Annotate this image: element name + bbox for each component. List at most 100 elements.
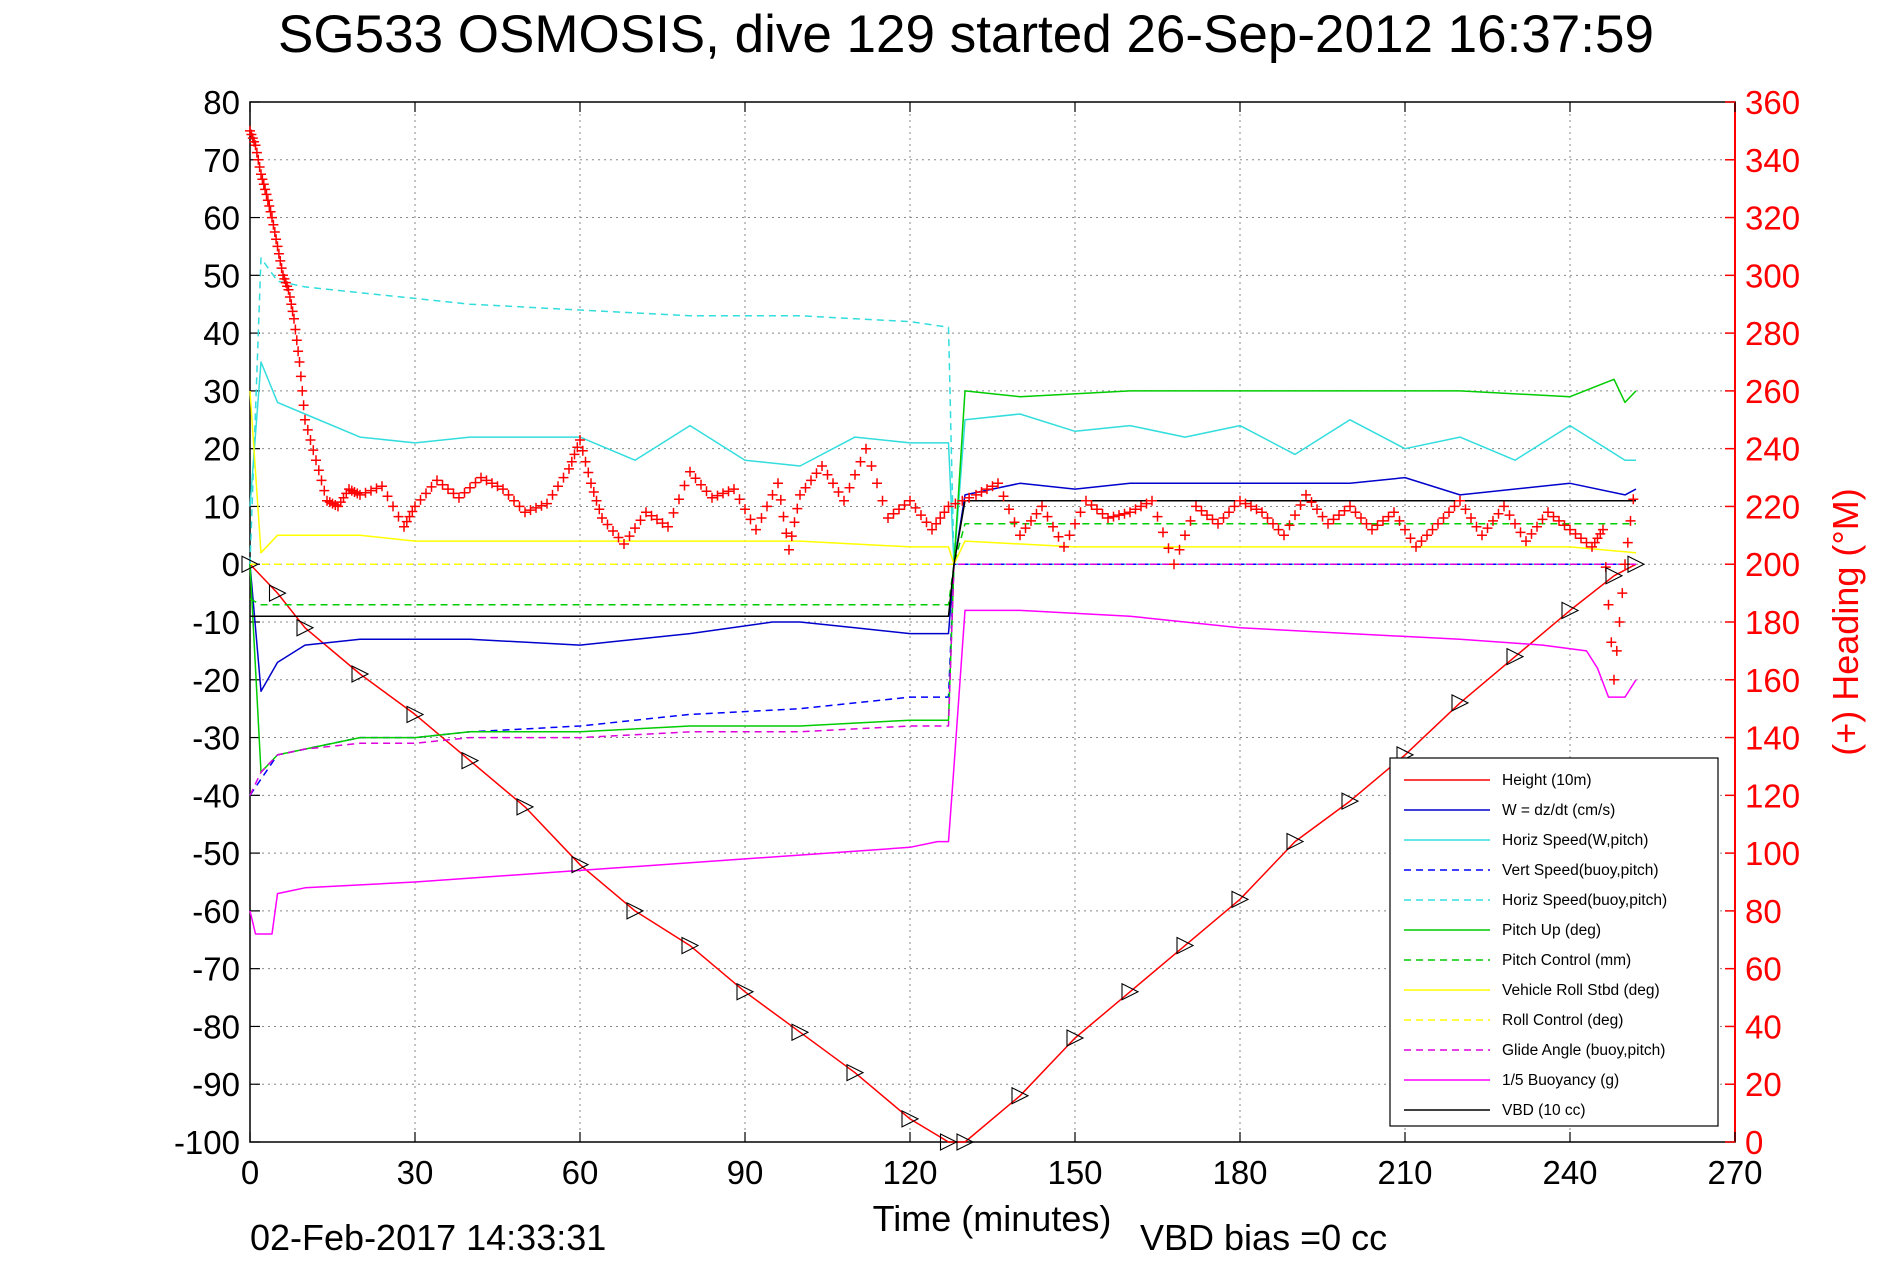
legend-label: Roll Control (deg): [1502, 1012, 1623, 1029]
heading-marker: [1438, 513, 1449, 523]
heading-marker: [481, 475, 492, 486]
heading-marker: [531, 502, 541, 513]
depth-markers: [241, 555, 1646, 1151]
heading-marker: [811, 468, 822, 479]
heading-marker: [1163, 543, 1174, 554]
y-tick-label: 60: [203, 200, 240, 237]
heading-marker: [756, 513, 767, 523]
heading-marker: [850, 469, 860, 480]
depth-marker: [956, 1133, 975, 1151]
y2-tick-label: 40: [1745, 1008, 1782, 1045]
heading-marker: [1350, 507, 1361, 518]
heading-marker: [514, 501, 525, 512]
heading-marker: [1625, 515, 1636, 526]
heading-marker: [487, 478, 497, 489]
heading-marker: [410, 501, 420, 512]
heading-marker: [939, 507, 950, 518]
heading-marker: [855, 456, 866, 467]
heading-marker: [1471, 521, 1482, 532]
heading-marker: [525, 505, 536, 516]
x-tick-label: 270: [1707, 1154, 1762, 1191]
heading-marker: [476, 472, 486, 483]
heading-marker: [1020, 523, 1031, 534]
heading-marker: [1389, 507, 1399, 518]
heading-marker: [1075, 507, 1086, 518]
depth-marker: [1231, 890, 1250, 909]
heading-marker: [987, 481, 998, 492]
heading-marker: [1273, 524, 1284, 535]
heading-marker: [283, 284, 294, 295]
heading-marker: [588, 487, 599, 497]
depth-marker: [1011, 1086, 1030, 1105]
heading-marker: [404, 511, 415, 522]
heading-marker: [806, 475, 816, 486]
depth-marker: [1066, 1029, 1085, 1047]
heading-marker: [786, 531, 797, 542]
y-tick-label: 20: [203, 431, 240, 468]
heading-marker: [1548, 511, 1559, 522]
heading-marker: [641, 507, 651, 518]
series-line-glide-angle-buoy-pitch: [249, 563, 1636, 796]
heading-marker: [729, 484, 739, 495]
heading-marker: [313, 465, 324, 476]
legend: Height (10m) W = dz/dt (cm/s) Horiz Speed(…: [1389, 757, 1719, 1127]
depth-marker: [351, 665, 370, 683]
depth-marker: [1121, 982, 1140, 1001]
heading-marker: [1477, 530, 1487, 541]
heading-marker: [1147, 495, 1157, 506]
y2-tick-label: 60: [1745, 951, 1782, 988]
heading-marker: [734, 494, 745, 505]
y-tick-label: 10: [203, 488, 240, 525]
y2-axis-ticks: 3603403203002802602402202001801601401201…: [1725, 84, 1800, 1161]
heading-marker: [415, 494, 426, 505]
depth-marker: [571, 855, 590, 874]
heading-marker: [1345, 501, 1355, 512]
heading-marker: [459, 487, 470, 498]
y2-tick-label: 220: [1745, 488, 1800, 525]
heading-marker: [905, 495, 915, 506]
heading-marker: [1576, 533, 1586, 544]
heading-marker: [260, 184, 271, 195]
y-tick-label: 50: [203, 257, 240, 294]
y-axis-ticks: 80 70 60 50 40 30 20 10 0 -10 -20 -30 -40 -50 -60 -70 -8…: [174, 84, 260, 1161]
heading-marker: [1185, 515, 1196, 526]
heading-marker: [1614, 617, 1625, 627]
depth-marker: [1605, 566, 1624, 585]
heading-marker: [290, 324, 301, 335]
heading-marker: [297, 385, 308, 396]
y2-tick-label: 200: [1745, 546, 1800, 583]
heading-marker: [668, 507, 679, 518]
heading-marker: [773, 478, 783, 489]
heading-marker: [927, 524, 937, 535]
chart-title: SG533 OSMOSIS, dive 129 started 26-Sep-2…: [278, 5, 1654, 64]
heading-marker: [268, 219, 279, 230]
heading-marker: [1004, 504, 1014, 515]
heading-marker: [696, 479, 706, 490]
x-tick-label: 240: [1542, 1154, 1597, 1191]
footer-vbd-bias: VBD bias =0 cc: [1140, 1217, 1387, 1258]
heading-marker: [275, 255, 286, 266]
heading-marker: [1554, 515, 1564, 526]
heading-marker: [1504, 510, 1515, 521]
depth-marker: [296, 618, 315, 637]
x-tick-label: 120: [882, 1154, 937, 1191]
series-line-1-5-buoyancy-g: [249, 609, 1637, 935]
heading-marker: [1416, 536, 1427, 547]
heading-marker: [888, 508, 899, 519]
y-tick-label: -50: [192, 835, 240, 872]
heading-marker: [775, 494, 786, 505]
heading-marker: [1125, 507, 1135, 518]
heading-marker: [723, 486, 734, 497]
heading-marker: [1317, 511, 1328, 522]
heading-marker: [1284, 520, 1295, 531]
y-tick-label: 40: [203, 315, 240, 352]
heading-marker: [1279, 530, 1289, 541]
heading-marker: [1103, 513, 1113, 523]
heading-marker: [569, 449, 580, 460]
heading-marker: [250, 140, 261, 151]
heading-marker: [800, 482, 811, 493]
legend-label: 1/5 Buoyancy (g): [1502, 1072, 1619, 1089]
heading-marker: [866, 461, 877, 471]
heading-marker: [575, 435, 585, 445]
heading-marker: [1114, 510, 1124, 521]
